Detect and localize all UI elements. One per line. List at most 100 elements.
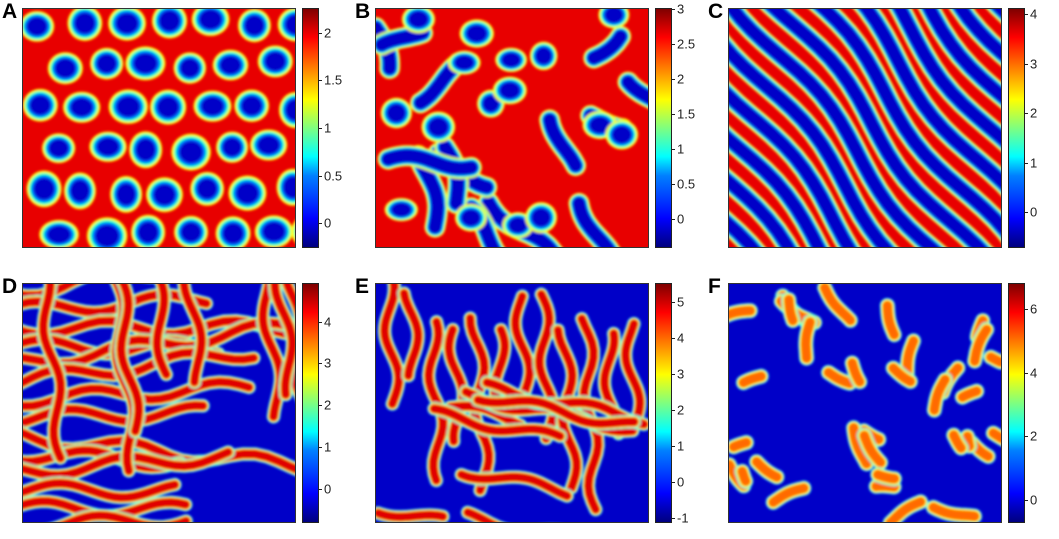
pattern-spot (236, 182, 259, 204)
colorbar-tick (671, 44, 675, 45)
colorbar-tick (1024, 212, 1028, 214)
pattern-spot (501, 52, 521, 67)
pattern-spot (535, 47, 552, 65)
colorbar-tick-label: 3 (677, 366, 685, 382)
pattern-stripe (376, 509, 447, 521)
pattern-stripe (859, 9, 1001, 190)
pattern-spot (26, 17, 48, 36)
pattern-stripe (511, 292, 534, 410)
pattern-stripe (953, 9, 1001, 61)
pattern-svg (729, 9, 1001, 247)
colorbar-tick-label: 1 (324, 439, 332, 455)
pattern-stripe (849, 423, 871, 468)
colorbar-tick (1024, 13, 1028, 15)
pattern-stripe (970, 325, 991, 366)
pattern-stripe (824, 368, 854, 388)
pattern-spot (499, 82, 520, 99)
pattern-stripe (258, 284, 285, 421)
pattern-stripe (860, 431, 885, 467)
panel-b: B 3 2.5 2 1.5 1 0.5 0 (353, 0, 706, 264)
pattern-spot (29, 95, 51, 115)
pattern-stripe (872, 481, 899, 491)
colorbar-tick (671, 374, 675, 376)
pattern-stripe (23, 401, 207, 427)
colorbar-tick (1024, 499, 1028, 501)
pattern-stripe (752, 457, 781, 481)
pattern-stripe (820, 284, 855, 325)
colorbar-tick (318, 405, 322, 407)
pattern-spot (180, 58, 200, 78)
pattern-spot (220, 56, 241, 75)
pattern-svg (23, 9, 295, 247)
colorbar-tick (671, 482, 675, 484)
pattern-svg (376, 284, 648, 522)
pattern-stripe (430, 404, 565, 441)
pattern-spot (589, 116, 611, 134)
pattern-stripe (424, 317, 447, 485)
colorbar-tick (671, 410, 675, 412)
pattern-stripe (873, 470, 899, 483)
pattern-spot (97, 137, 119, 156)
pattern-spot (222, 223, 244, 244)
colorbar-tick (318, 321, 322, 323)
colorbar-tick (671, 338, 675, 340)
colorbar-tick (1024, 309, 1028, 311)
colorbar-tick (1024, 372, 1028, 374)
pattern-svg (376, 9, 648, 247)
pattern-stripe (729, 87, 856, 247)
pattern-stripe (23, 479, 179, 502)
pattern-image (22, 283, 296, 523)
colorbar-tick-label: 3 (1030, 56, 1038, 72)
pattern-stripe (60, 511, 191, 522)
pattern-image (22, 8, 296, 248)
colorbar (655, 283, 672, 523)
colorbar (302, 8, 319, 248)
pattern-stripe (457, 470, 572, 500)
pattern-stripe (930, 375, 950, 415)
colorbar-tick-label: 2 (324, 25, 332, 41)
pattern-spot (70, 180, 90, 202)
colorbar-tick-label: 2 (324, 397, 332, 413)
pattern-stripe (889, 364, 915, 386)
pattern-spot (135, 138, 156, 161)
colorbar-tick (671, 149, 675, 150)
colorbar-tick-label: 2 (677, 71, 685, 87)
pattern-stripe (270, 284, 295, 399)
pattern-image (375, 283, 649, 523)
pattern-spot (47, 225, 71, 244)
pattern-spot (244, 15, 265, 36)
panel-a: A 2 1.5 1 0.5 0 (0, 0, 353, 264)
pattern-spot (285, 14, 295, 35)
panel-letter: F (708, 275, 721, 298)
colorbar-tick-label: 0 (324, 215, 332, 231)
panel-c: C 4 3 2 1 0 (706, 0, 1059, 264)
pattern-spot (116, 183, 136, 206)
pattern-spot (222, 138, 242, 157)
pattern-stripe (39, 284, 65, 463)
panel-f: F 6 4 2 0 (706, 275, 1059, 539)
pattern-image (728, 283, 1002, 523)
colorbar-tick (671, 114, 675, 115)
pattern-spot (116, 96, 140, 117)
pattern-stripe (729, 438, 751, 451)
pattern-stripe (848, 359, 864, 386)
colorbar-tick (671, 302, 675, 304)
colorbar-tick (318, 223, 322, 225)
pattern-stripe (572, 197, 615, 247)
pattern-spot (454, 55, 474, 70)
pattern-stripe (801, 318, 815, 363)
pattern-image (728, 8, 1002, 248)
pattern-spot (408, 11, 429, 28)
panel-letter: B (355, 0, 371, 23)
pattern-stripe (117, 284, 143, 436)
colorbar-tick-label: 1.5 (677, 106, 696, 122)
pattern-spot (285, 99, 295, 121)
pattern-stripe (729, 131, 826, 247)
pattern-spot (201, 97, 224, 116)
pattern-stripe (729, 173, 796, 247)
pattern-stripe (949, 431, 966, 452)
pattern-stripe (739, 372, 766, 387)
pattern-spot (138, 222, 159, 243)
colorbar-tick (1024, 63, 1028, 65)
